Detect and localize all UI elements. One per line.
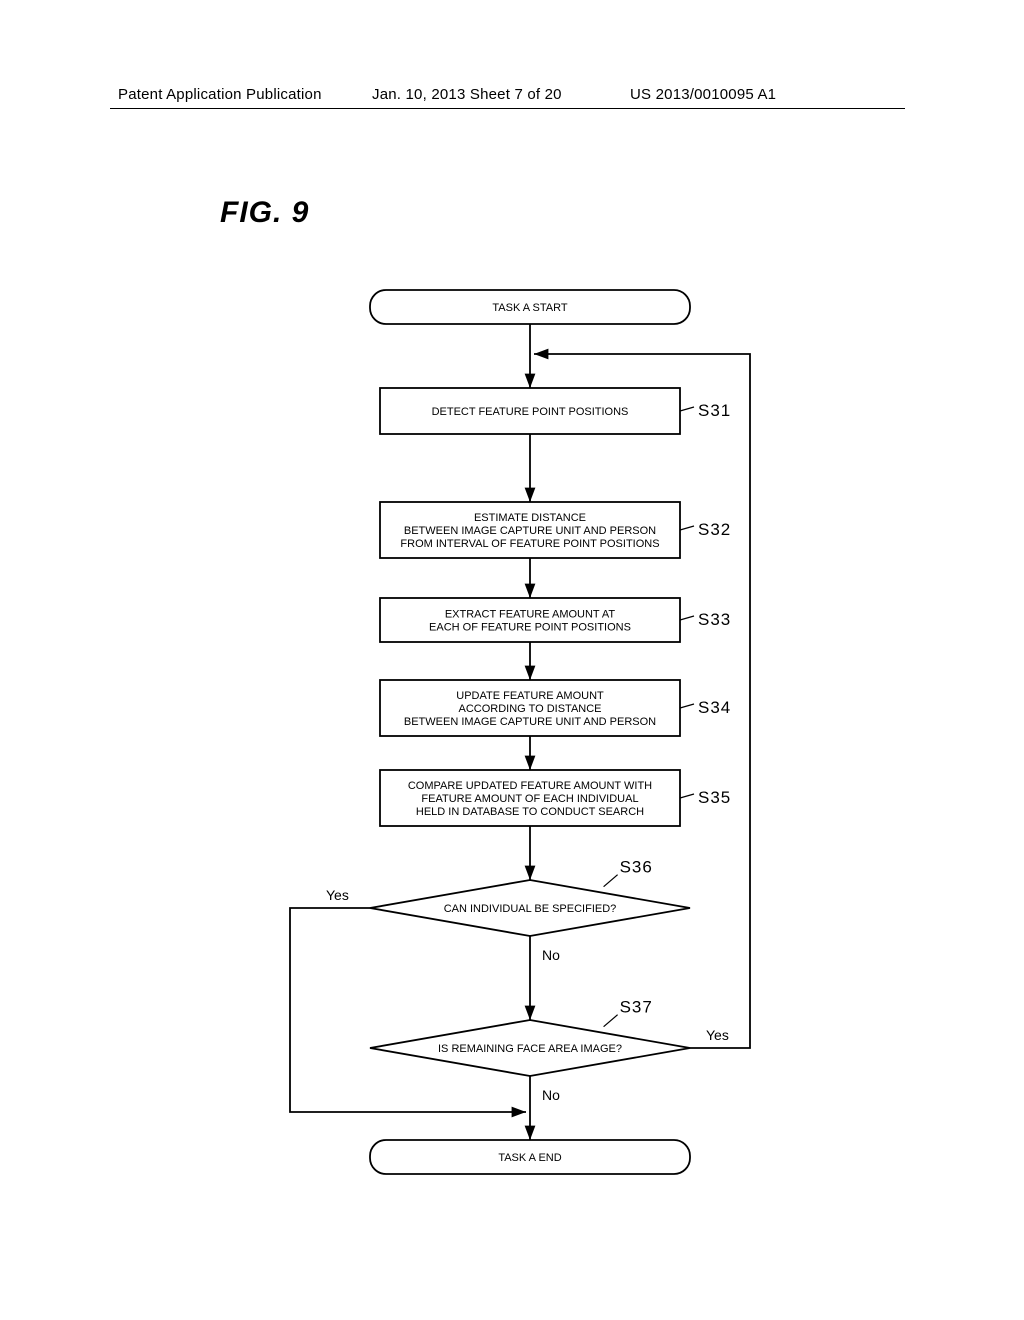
svg-text:UPDATE FEATURE AMOUNT: UPDATE FEATURE AMOUNT <box>456 690 604 702</box>
header-pub-number: US 2013/0010095 A1 <box>630 86 776 103</box>
svg-text:TASK A END: TASK A END <box>498 1152 561 1164</box>
svg-text:No: No <box>542 947 560 963</box>
svg-text:Yes: Yes <box>326 887 349 903</box>
svg-text:CAN INDIVIDUAL BE SPECIFIED?: CAN INDIVIDUAL BE SPECIFIED? <box>444 903 617 915</box>
svg-text:S32: S32 <box>698 520 731 539</box>
svg-text:EXTRACT FEATURE AMOUNT AT: EXTRACT FEATURE AMOUNT AT <box>445 608 616 620</box>
svg-text:COMPARE UPDATED FEATURE AMOUNT: COMPARE UPDATED FEATURE AMOUNT WITH <box>408 780 652 792</box>
svg-text:ACCORDING TO DISTANCE: ACCORDING TO DISTANCE <box>458 703 601 715</box>
svg-text:S37: S37 <box>620 998 653 1017</box>
svg-text:S34: S34 <box>698 698 731 717</box>
svg-text:S36: S36 <box>620 858 653 877</box>
svg-text:S31: S31 <box>698 401 731 420</box>
svg-text:No: No <box>542 1087 560 1103</box>
svg-text:TASK A START: TASK A START <box>492 302 567 314</box>
svg-text:IS REMAINING FACE AREA IMAGE?: IS REMAINING FACE AREA IMAGE? <box>438 1043 622 1055</box>
figure-label: FIG. 9 <box>220 196 309 230</box>
flowchart: TASK A START DETECT FEATURE POINT POSITIO… <box>260 270 840 1220</box>
svg-text:FEATURE AMOUNT OF EACH INDIVID: FEATURE AMOUNT OF EACH INDIVIDUAL <box>421 793 638 805</box>
header-rule <box>110 108 905 109</box>
svg-text:DETECT FEATURE POINT POSITIONS: DETECT FEATURE POINT POSITIONS <box>432 406 629 418</box>
svg-text:EACH OF FEATURE POINT POSITION: EACH OF FEATURE POINT POSITIONS <box>429 621 631 633</box>
svg-text:S35: S35 <box>698 788 731 807</box>
svg-text:FROM INTERVAL OF FEATURE POINT: FROM INTERVAL OF FEATURE POINT POSITIONS <box>400 538 659 550</box>
svg-text:S33: S33 <box>698 610 731 629</box>
header-date-sheet: Jan. 10, 2013 Sheet 7 of 20 <box>372 86 562 103</box>
header-publication: Patent Application Publication <box>118 86 322 103</box>
svg-text:ESTIMATE DISTANCE: ESTIMATE DISTANCE <box>474 512 586 524</box>
svg-text:HELD IN DATABASE TO CONDUCT SE: HELD IN DATABASE TO CONDUCT SEARCH <box>416 806 644 818</box>
svg-text:Yes: Yes <box>706 1027 729 1043</box>
svg-text:BETWEEN IMAGE CAPTURE UNIT AND: BETWEEN IMAGE CAPTURE UNIT AND PERSON <box>404 716 656 728</box>
svg-text:BETWEEN IMAGE CAPTURE UNIT AND: BETWEEN IMAGE CAPTURE UNIT AND PERSON <box>404 525 656 537</box>
